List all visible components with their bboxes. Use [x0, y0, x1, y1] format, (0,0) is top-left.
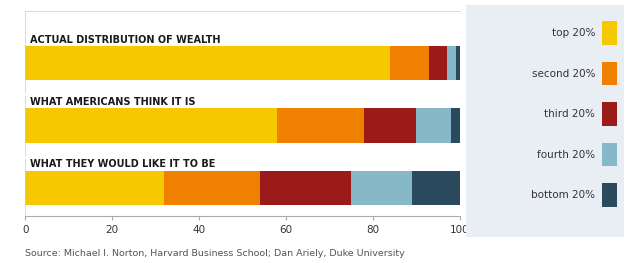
- Text: second 20%: second 20%: [532, 69, 595, 79]
- Bar: [364, 108, 416, 143]
- Bar: [352, 171, 412, 205]
- Bar: [260, 171, 352, 205]
- Text: third 20%: third 20%: [544, 109, 595, 119]
- FancyBboxPatch shape: [602, 143, 617, 166]
- Bar: [430, 46, 447, 80]
- Bar: [25, 46, 391, 80]
- Text: bottom 20%: bottom 20%: [531, 190, 595, 200]
- Bar: [25, 171, 164, 205]
- Bar: [455, 46, 460, 80]
- FancyBboxPatch shape: [602, 184, 617, 207]
- Bar: [277, 108, 364, 143]
- Bar: [447, 46, 455, 80]
- Text: top 20%: top 20%: [552, 28, 595, 38]
- Text: Source: Michael I. Norton, Harvard Business School; Dan Ariely, Duke University: Source: Michael I. Norton, Harvard Busin…: [25, 249, 405, 258]
- Text: ACTUAL DISTRIBUTION OF WEALTH: ACTUAL DISTRIBUTION OF WEALTH: [30, 35, 220, 45]
- Bar: [412, 171, 460, 205]
- FancyBboxPatch shape: [602, 103, 617, 126]
- Bar: [391, 46, 430, 80]
- FancyBboxPatch shape: [602, 22, 617, 45]
- Bar: [451, 108, 460, 143]
- Text: WHAT THEY WOULD LIKE IT TO BE: WHAT THEY WOULD LIKE IT TO BE: [30, 159, 215, 169]
- Bar: [25, 108, 277, 143]
- FancyBboxPatch shape: [602, 62, 617, 85]
- Text: WHAT AMERICANS THINK IT IS: WHAT AMERICANS THINK IT IS: [30, 97, 195, 107]
- Bar: [416, 108, 451, 143]
- Text: fourth 20%: fourth 20%: [537, 150, 595, 160]
- Bar: [164, 171, 260, 205]
